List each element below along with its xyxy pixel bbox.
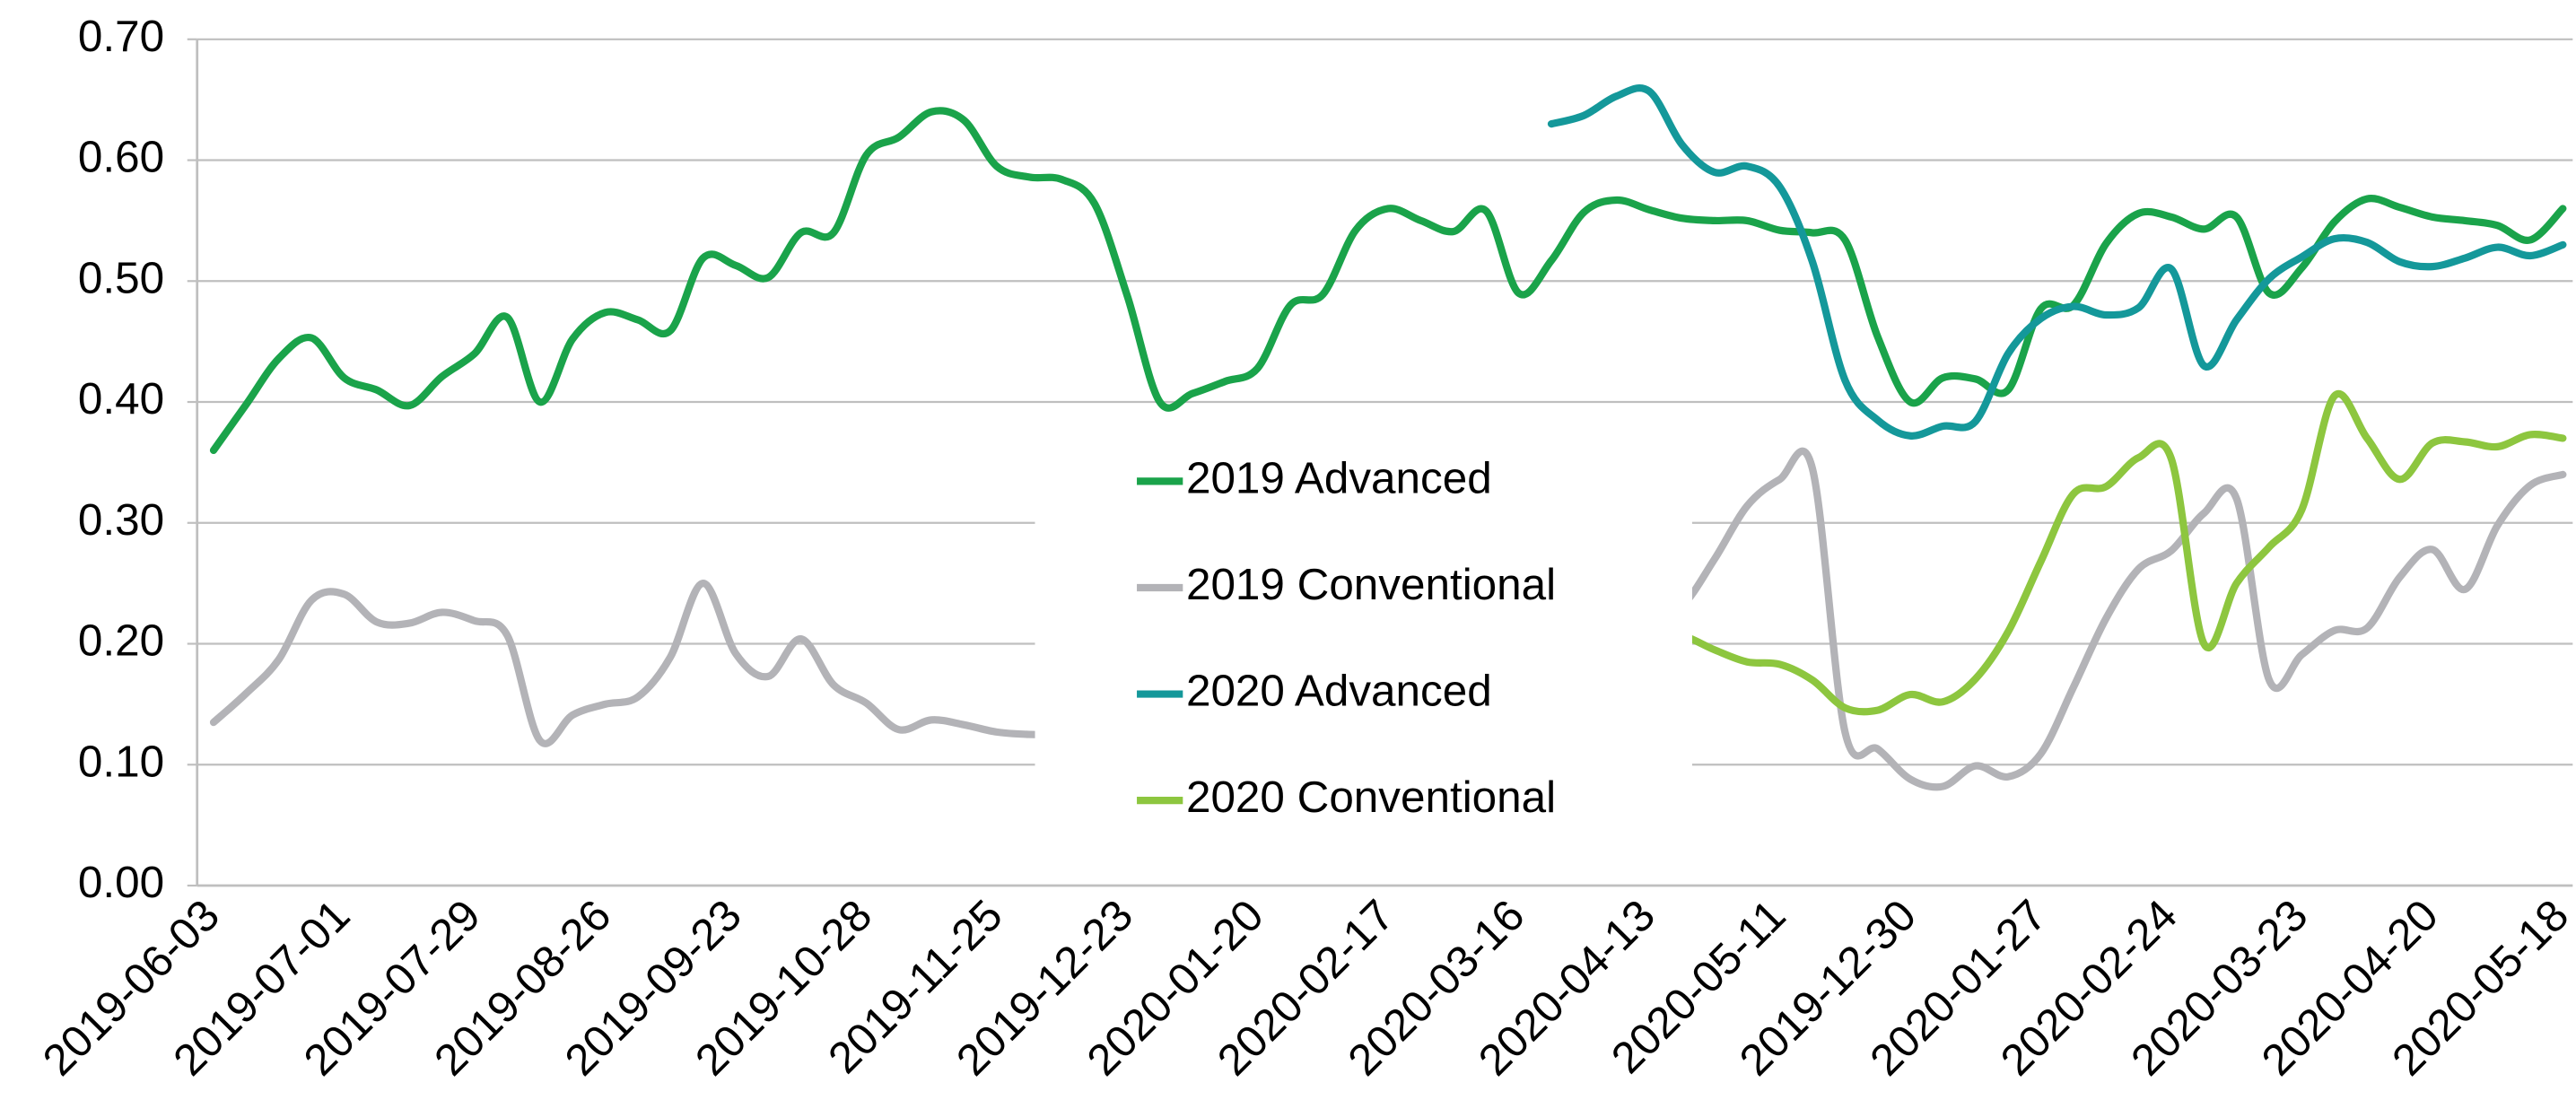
y-tick-label: 0.50 <box>78 253 164 302</box>
series-line <box>209 107 2567 455</box>
y-tick-label: 0.10 <box>78 737 164 786</box>
legend-label: 2020 Conventional <box>1186 773 1556 822</box>
legend-background <box>1035 412 1692 868</box>
y-tick-label: 0.70 <box>78 12 164 61</box>
series-line <box>1547 84 2567 440</box>
y-tick-label: 0.00 <box>78 858 164 907</box>
y-tick-label: 0.20 <box>78 616 164 666</box>
legend-label: 2020 Advanced <box>1186 667 1492 716</box>
legend: 2019 Advanced 2019 Conventional 2020 Advan… <box>1035 412 1692 868</box>
y-tick-label: 0.30 <box>78 495 164 545</box>
y-tick-label: 0.40 <box>78 374 164 423</box>
legend-label: 2019 Conventional <box>1186 560 1556 609</box>
legend-label: 2019 Advanced <box>1186 453 1492 502</box>
y-tick-label: 0.60 <box>78 133 164 182</box>
series-line <box>1547 389 2567 716</box>
axes <box>196 39 2573 887</box>
